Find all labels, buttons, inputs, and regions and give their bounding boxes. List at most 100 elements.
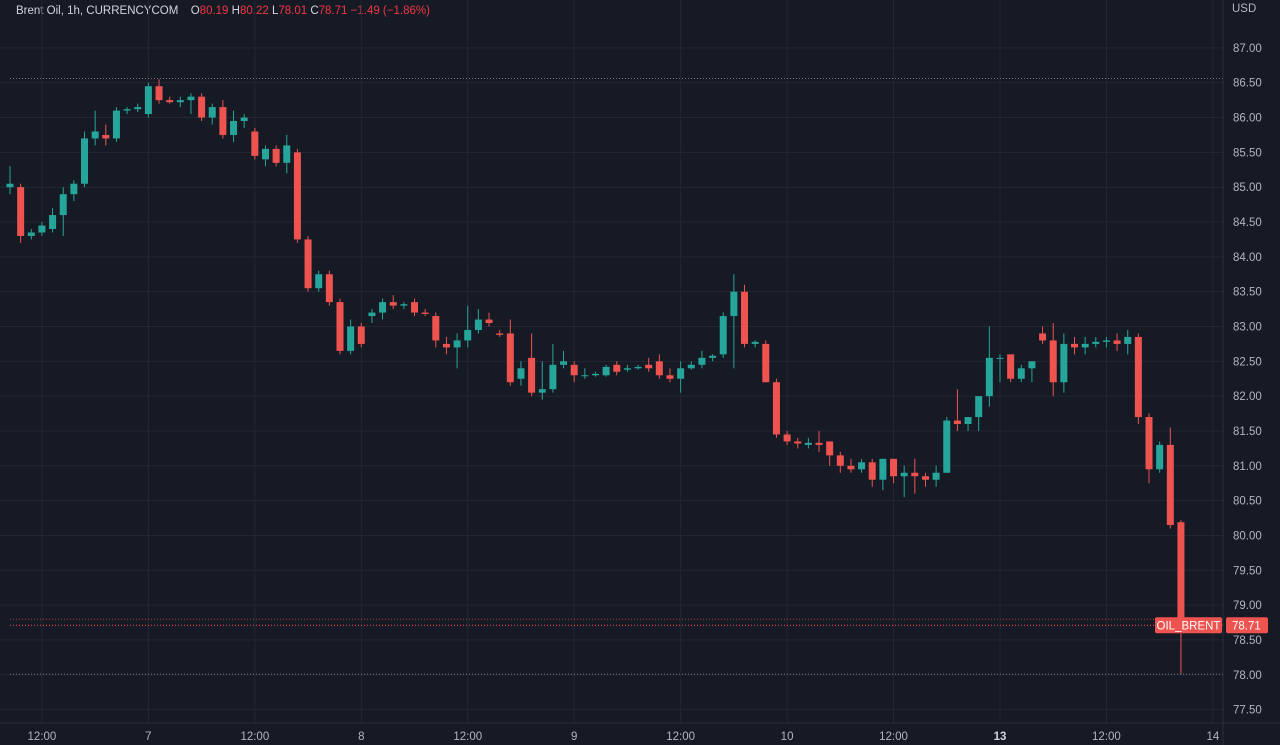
y-tick-label: 84.00 [1233, 252, 1262, 264]
candle [623, 364, 631, 372]
candle-body [368, 312, 376, 317]
candle-body [357, 326, 365, 344]
candle [826, 441, 834, 466]
candle [304, 235, 312, 292]
candle-body [836, 455, 844, 466]
candle [762, 340, 770, 383]
candle-body [27, 232, 35, 236]
candle [804, 437, 812, 449]
candle-body [166, 100, 174, 103]
candle-body [666, 375, 674, 379]
candle [1007, 354, 1015, 383]
candle [560, 350, 568, 369]
candle [602, 364, 610, 377]
candle [953, 389, 961, 431]
candle [176, 96, 184, 108]
candle-body [70, 183, 78, 195]
candle-body [347, 326, 355, 351]
candle-body [879, 458, 887, 480]
candle [432, 312, 440, 348]
candle-body [985, 357, 993, 397]
candle-body [528, 357, 536, 393]
candle [900, 465, 908, 498]
candle [687, 361, 695, 370]
candle [325, 270, 333, 306]
candle [921, 472, 929, 487]
candle [442, 336, 450, 355]
y-tick-label: 83.50 [1233, 287, 1262, 299]
candle [943, 417, 951, 473]
candle [315, 270, 323, 292]
y-tick-label: 78.00 [1233, 670, 1262, 682]
candle [134, 103, 142, 112]
x-tick-label: 13 [994, 731, 1007, 743]
candle-body [38, 225, 46, 233]
candle-body [17, 187, 25, 236]
x-tick-label: 9 [571, 731, 577, 743]
candle [879, 458, 887, 491]
symbol-price-tag[interactable]: OIL_BRENT [1155, 617, 1222, 634]
y-tick-label: 79.00 [1233, 600, 1262, 612]
candle-body [804, 442, 812, 445]
candle-body [623, 368, 631, 370]
y-tick-label: 83.00 [1233, 322, 1262, 334]
x-tick-label: 12:00 [453, 731, 482, 743]
candle-body [389, 302, 397, 306]
candle [634, 364, 642, 370]
x-tick-label: 7 [145, 731, 151, 743]
candle-body [890, 458, 898, 477]
candle-body [996, 357, 1004, 359]
candle [1124, 329, 1132, 355]
candle [411, 298, 419, 317]
candle [389, 295, 397, 310]
candle [1039, 326, 1047, 344]
candle [368, 309, 376, 324]
candle [868, 458, 876, 487]
candle-body [411, 302, 419, 313]
candle [17, 183, 25, 243]
candle [1156, 441, 1164, 473]
change-value: −1.49 (−1.86%) [350, 5, 430, 17]
candle-body [815, 442, 823, 445]
candle [815, 430, 823, 452]
candle-body [272, 148, 280, 163]
candle-body [112, 110, 120, 139]
candle [347, 319, 355, 355]
candle-body [655, 361, 663, 376]
candle-body [900, 472, 908, 477]
candle [730, 274, 738, 369]
candle-body [719, 316, 727, 355]
candle [1049, 323, 1057, 397]
high-label: H [231, 5, 240, 17]
candle [932, 465, 940, 487]
symbol-tag-text: OIL_BRENT [1157, 620, 1221, 632]
x-tick-label: 12:00 [879, 731, 908, 743]
candle-body [1081, 343, 1089, 348]
candle-body [953, 420, 961, 425]
candle [464, 305, 472, 348]
candle-body [677, 368, 685, 379]
x-tick-label: 14 [1206, 731, 1219, 743]
candle [570, 361, 578, 383]
x-tick-label: 12:00 [28, 731, 57, 743]
price-lines: OIL_BRENT 78.71 [10, 78, 1268, 675]
candle-body [751, 341, 759, 344]
symbol-title[interactable]: Brent Oil, 1h, CURRENCYCOM [16, 5, 179, 17]
open-value: 80.19 [199, 5, 229, 17]
candle-body [1124, 336, 1132, 344]
candle-body [442, 343, 450, 348]
candle-body [1166, 444, 1174, 526]
candle [187, 93, 195, 115]
candle-body [826, 441, 834, 456]
candle [27, 228, 35, 240]
candle [581, 368, 589, 379]
candle-body [538, 389, 546, 393]
candle-body [1102, 340, 1110, 342]
close-value: 78.71 [318, 5, 348, 17]
candle-body [49, 215, 57, 229]
candle-body [602, 366, 610, 376]
symbol-tag-bg [1155, 617, 1222, 634]
candle [794, 437, 802, 449]
candle [613, 361, 621, 376]
